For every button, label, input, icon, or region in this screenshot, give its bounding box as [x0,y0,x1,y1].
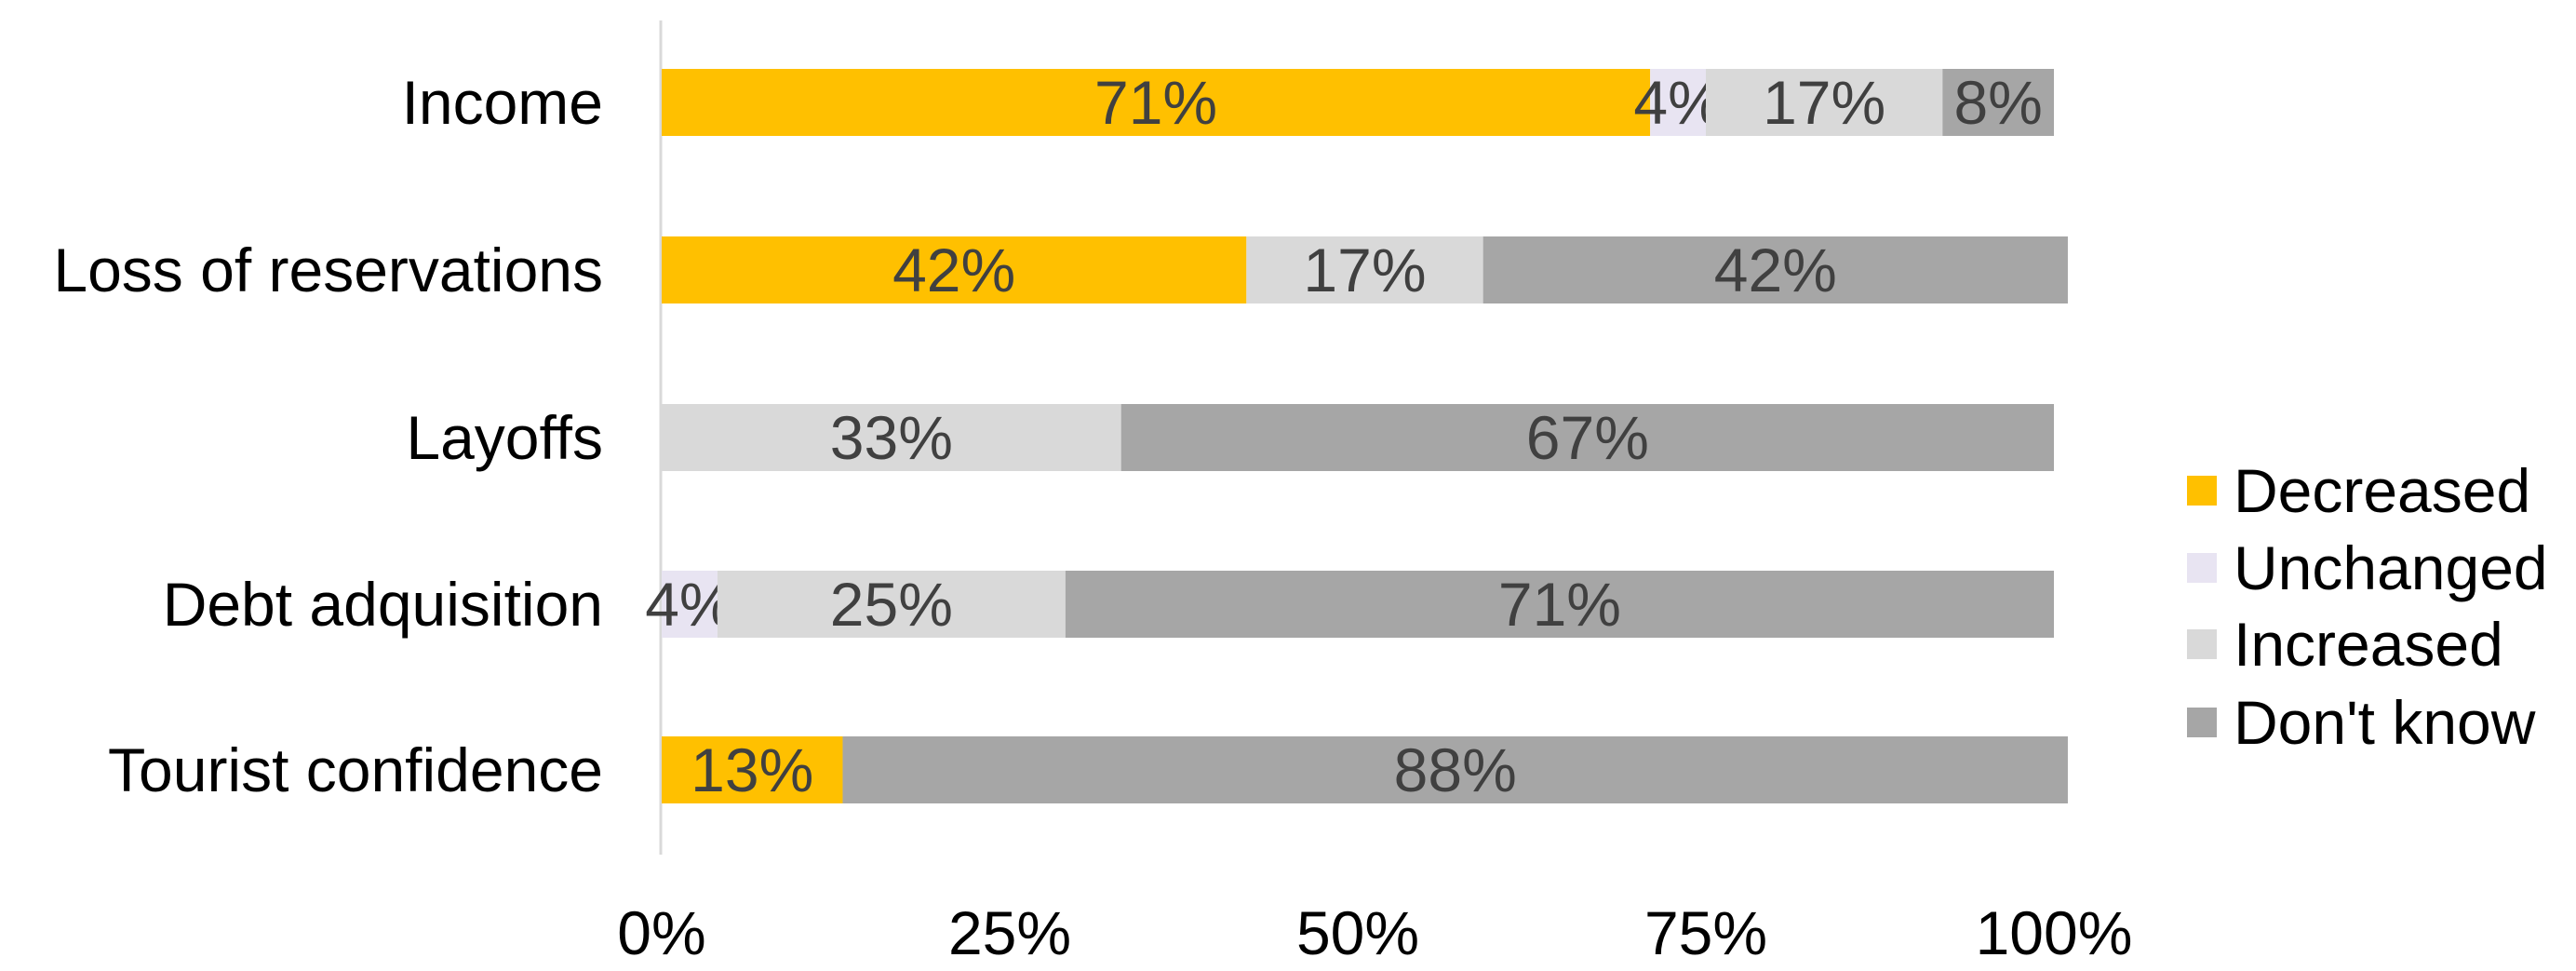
value-axis-tick-labels: 0% 25% 50% 75% 100% [617,898,2132,967]
x-tick-label-75: 75% [1644,898,1767,967]
data-label-income-decreased: 71% [1094,68,1217,137]
data-label-income-don-t-know: 8% [1953,68,2042,137]
bar-segment-income-don-t-know [1942,69,2054,136]
bar-segment-tourist-confidence-decreased [662,736,843,803]
bar-segment-loss-of-reservations-don-t-know [1483,236,2068,303]
legend-swatch-increased [2187,629,2217,659]
data-label-loss-of-reservations-decreased: 42% [892,236,1015,304]
legend-swatch-don-t-know [2187,708,2217,737]
data-label-layoffs-don-t-know: 67% [1526,403,1649,472]
x-tick-label-100: 100% [1976,898,2133,967]
data-label-tourist-confidence-don-t-know: 88% [1394,735,1517,804]
legend-label-unchanged: Unchanged [2234,533,2548,602]
legend-label-decreased: Decreased [2234,456,2530,525]
data-label-loss-of-reservations-increased: 17% [1303,236,1426,304]
bar-segment-layoffs-increased [662,404,1121,471]
bar-segment-income-increased [1706,69,1943,136]
legend-swatch-unchanged [2187,553,2217,583]
bar-segment-layoffs-don-t-know [1120,404,2054,471]
legend-label-don-t-know: Don't know [2234,688,2536,757]
data-label-tourist-confidence-decreased: 13% [691,735,813,804]
legend: Decreased Unchanged Increased Don't know [2187,456,2548,757]
x-tick-label-25: 25% [948,898,1071,967]
x-tick-label-0: 0% [617,898,705,967]
bar-segment-debt-adquisition-don-t-know [1065,571,2054,638]
category-axis-labels: Income Loss of reservations Layoffs Debt ad… [53,68,603,804]
category-label-debt-adquisition: Debt adquisition [163,570,603,639]
bar-segment-loss-of-reservations-decreased [662,236,1247,303]
bar-segment-debt-adquisition-unchanged [662,571,718,638]
category-label-loss-of-reservations: Loss of reservations [53,236,603,304]
bar-segment-loss-of-reservations-increased [1246,236,1483,303]
data-label-debt-adquisition-increased: 25% [830,570,953,639]
bar-segment-income-unchanged [1650,69,1706,136]
data-label-income-increased: 17% [1763,68,1885,137]
plot-area: 71% 4% 17% 8%42% 17% 42%33% 67%4% 25% 71%13% 88% [645,68,2068,804]
legend-swatch-decreased [2187,476,2217,506]
category-label-layoffs: Layoffs [406,403,603,472]
data-label-layoffs-increased: 33% [830,403,953,472]
bar-segment-tourist-confidence-don-t-know [842,736,2068,803]
data-label-debt-adquisition-don-t-know: 71% [1498,570,1621,639]
x-tick-label-50: 50% [1296,898,1419,967]
bar-segment-income-decreased [662,69,1651,136]
data-label-loss-of-reservations-don-t-know: 42% [1714,236,1837,304]
category-label-income: Income [402,68,603,137]
legend-label-increased: Increased [2234,610,2503,679]
bar-segment-debt-adquisition-increased [717,571,1066,638]
category-label-tourist-confidence: Tourist confidence [108,735,603,804]
